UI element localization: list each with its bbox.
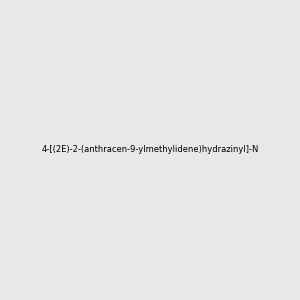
Text: 4-[(2E)-2-(anthracen-9-ylmethylidene)hydrazinyl]-N: 4-[(2E)-2-(anthracen-9-ylmethylidene)hyd… — [41, 146, 259, 154]
